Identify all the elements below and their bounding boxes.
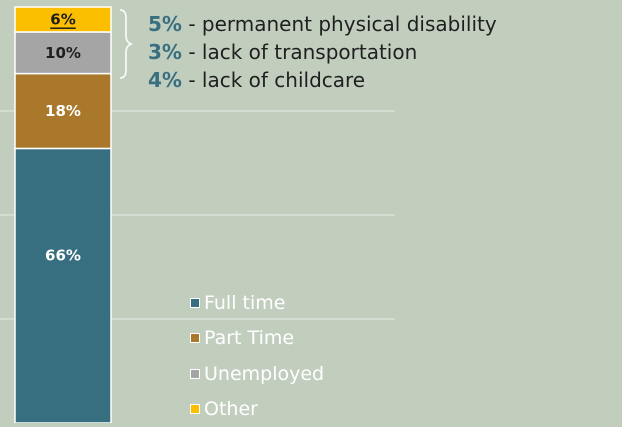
- annotation-text: - permanent physical disability: [182, 12, 497, 36]
- annotation-row: 3% - lack of transportation: [148, 38, 497, 66]
- legend-label: Part Time: [204, 327, 294, 349]
- legend-item-part-time: Part Time: [190, 321, 324, 357]
- annotation-pct: 5%: [148, 12, 182, 36]
- annotation-text: - lack of transportation: [182, 40, 417, 64]
- legend-swatch: [190, 404, 200, 414]
- annotation-brace: [120, 10, 131, 78]
- data-label: 6%: [50, 10, 75, 28]
- bar-segment-full-time: [15, 148, 111, 423]
- legend-swatch: [190, 298, 200, 308]
- annotation-pct: 4%: [148, 68, 182, 92]
- legend-item-other: Other: [190, 392, 324, 427]
- annotation-pct: 3%: [148, 40, 182, 64]
- annotation-text: - lack of childcare: [182, 68, 365, 92]
- annotation-row: 4% - lack of childcare: [148, 66, 497, 94]
- annotation-row: 5% - permanent physical disability: [148, 10, 497, 38]
- legend-label: Full time: [204, 292, 285, 314]
- data-label: 18%: [45, 102, 81, 120]
- legend-item-full-time: Full time: [190, 285, 324, 321]
- bar-stack: [15, 7, 111, 423]
- data-label: 10%: [45, 44, 81, 62]
- data-label: 66%: [45, 247, 81, 265]
- legend-label: Other: [204, 398, 258, 420]
- annotation-notes: 5% - permanent physical disability 3% - …: [148, 10, 497, 94]
- legend-label: Unemployed: [204, 363, 324, 385]
- legend-swatch: [190, 369, 200, 379]
- legend-item-unemployed: Unemployed: [190, 356, 324, 392]
- legend-swatch: [190, 333, 200, 343]
- chart-legend: Full time Part Time Unemployed Other: [190, 285, 324, 427]
